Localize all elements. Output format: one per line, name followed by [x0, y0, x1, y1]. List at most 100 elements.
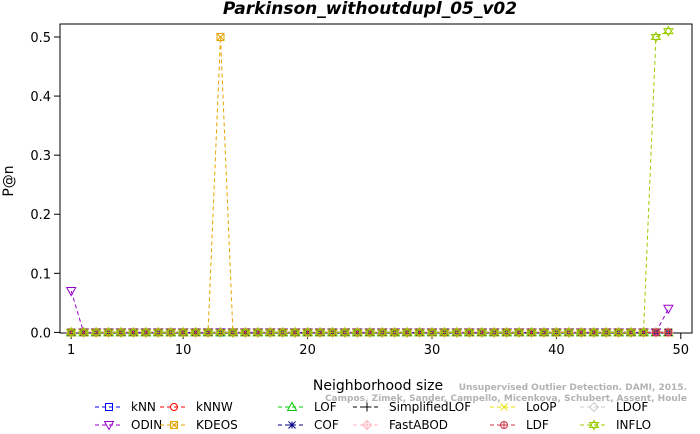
- y-tick-label: 0.1: [30, 267, 51, 282]
- data-point: [202, 326, 214, 338]
- watermark-line-2: Campos, Zimek, Sander, Campello, Micenko…: [325, 394, 687, 404]
- data-point: [563, 326, 575, 338]
- series-kdeos: [67, 32, 673, 337]
- legend-item-knn: kNN: [95, 400, 156, 414]
- legend-item-ldf: LDF: [490, 418, 549, 432]
- series-line: [70, 290, 669, 333]
- data-point: [227, 326, 239, 338]
- x-tick-label: 10: [175, 343, 192, 358]
- legend-swatch-marker: [588, 401, 600, 413]
- data-point: [550, 326, 562, 338]
- plot-border: [59, 23, 693, 334]
- x-tick-label: 20: [299, 343, 316, 358]
- data-point: [662, 25, 674, 37]
- x-tick-label: 40: [548, 343, 565, 358]
- data-point: [351, 326, 363, 338]
- data-point: [140, 326, 152, 338]
- data-point: [103, 326, 114, 338]
- data-point: [239, 326, 251, 338]
- data-point: [252, 326, 264, 338]
- legend-item-simplifiedlof: SimplifiedLOF: [353, 400, 471, 414]
- legend-item-cof: COF: [278, 418, 339, 432]
- legend-swatch-marker: [361, 419, 373, 431]
- y-tick-label: 0.2: [30, 208, 51, 223]
- x-axis-label: Neighborhood size: [313, 378, 443, 394]
- legend-swatch-marker: [500, 403, 508, 411]
- data-point: [364, 326, 376, 338]
- legend-swatch-marker: [170, 403, 178, 411]
- data-point: [488, 326, 500, 338]
- data-point: [127, 326, 139, 338]
- series-layer: [65, 25, 674, 338]
- data-point: [165, 326, 177, 338]
- legend-label: SimplifiedLOF: [389, 400, 471, 414]
- data-point: [538, 326, 550, 338]
- legend-label: LDOF: [616, 400, 648, 414]
- data-point: [264, 326, 276, 338]
- data-point: [90, 326, 102, 338]
- legend-label: ODIN: [131, 418, 162, 432]
- legend-item-fastabod: FastABOD: [353, 418, 448, 432]
- data-point: [513, 326, 525, 338]
- legend: kNN kNNW LOF SimplifiedLOF LoOP LDOF ODIN KDEOS…: [95, 400, 651, 432]
- y-axis: 0.0 0.1 0.2 0.3 0.4 0.5: [30, 31, 60, 341]
- data-point: [327, 326, 338, 338]
- data-point: [526, 326, 537, 338]
- legend-label: LOF: [314, 400, 337, 414]
- legend-label: KDEOS: [196, 418, 238, 432]
- data-point: [216, 32, 225, 41]
- legend-label: FastABOD: [389, 418, 448, 432]
- data-point: [115, 326, 127, 338]
- series-inflo: [65, 25, 674, 338]
- data-point: [78, 326, 90, 338]
- data-point: [302, 326, 313, 338]
- data-point: [501, 326, 513, 338]
- legend-label: kNNW: [196, 400, 233, 414]
- data-point: [575, 326, 587, 338]
- legend-swatch-marker: [588, 419, 600, 431]
- y-tick-label: 0.0: [30, 326, 51, 341]
- data-point: [376, 326, 388, 338]
- legend-label: kNN: [131, 400, 156, 414]
- legend-item-loop: LoOP: [490, 400, 557, 414]
- data-point: [65, 326, 77, 338]
- x-axis: 1 10 20 30 40 50: [67, 333, 689, 358]
- series-line: [71, 36, 669, 333]
- x-tick-label: 1: [67, 343, 75, 358]
- legend-swatch-marker: [170, 421, 178, 429]
- legend-swatch-marker: [105, 403, 113, 411]
- y-axis-label: P@n: [1, 165, 17, 196]
- data-point: [664, 328, 673, 337]
- legend-swatch-marker: [286, 401, 298, 411]
- plot-frame: [59, 23, 693, 334]
- data-point: [215, 326, 226, 338]
- data-point: [65, 287, 77, 297]
- data-point: [463, 326, 475, 338]
- legend-item-odin: ODIN: [95, 418, 162, 432]
- data-point: [277, 326, 289, 338]
- data-point: [663, 304, 674, 315]
- data-point: [451, 326, 463, 338]
- data-point: [190, 326, 202, 338]
- legend-label: INFLO: [616, 418, 651, 432]
- data-point: [625, 326, 637, 338]
- y-tick-label: 0.4: [30, 90, 51, 105]
- data-point: [414, 326, 425, 338]
- legend-item-ldof: LDOF: [580, 400, 648, 414]
- watermark-line-1: Unsupervised Outlier Detection. DAMI, 20…: [459, 383, 687, 393]
- y-tick-label: 0.3: [30, 149, 51, 164]
- legend-swatch-marker: [500, 421, 508, 429]
- data-point: [314, 326, 326, 338]
- data-point: [638, 326, 649, 338]
- data-point: [389, 326, 401, 338]
- legend-label: LoOP: [526, 400, 557, 414]
- legend-label: LDF: [526, 418, 549, 432]
- data-point: [426, 326, 438, 338]
- x-tick-label: 50: [673, 343, 690, 358]
- data-point: [439, 326, 450, 338]
- x-tick-label: 30: [424, 343, 441, 358]
- data-point: [650, 31, 662, 43]
- data-point: [600, 326, 612, 338]
- legend-item-inflo: INFLO: [580, 418, 651, 432]
